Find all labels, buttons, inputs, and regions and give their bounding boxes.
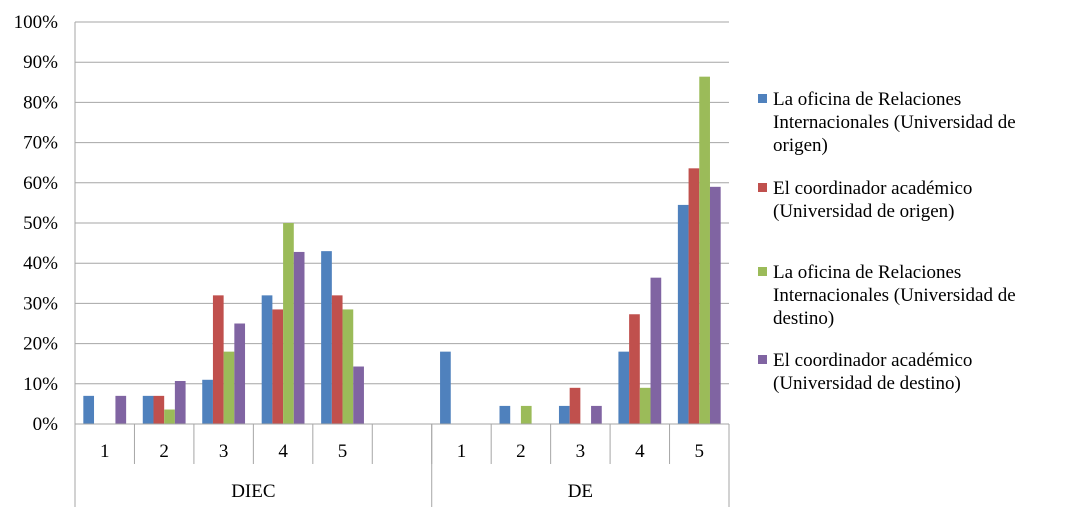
x-tick-label: 1 [100,441,110,462]
bar [650,277,662,424]
bar [569,387,581,424]
x-tick-label: 5 [338,441,348,462]
legend-swatch-2 [758,183,767,192]
x-tick-label: 1 [457,441,467,462]
y-tick-label: 100% [14,12,59,33]
legend-item: La oficina de Relaciones Internacionales… [758,88,1076,157]
bar [677,204,689,424]
x-tick-label: 3 [219,441,229,462]
legend-label: El coordinador académico (Universidad de… [773,178,973,222]
x-tick-label: 2 [516,441,526,462]
bar [283,223,294,424]
y-tick-label: 10% [23,374,58,395]
x-tick-label: 4 [278,441,288,462]
legend-item: El coordinador académico (Universidad de… [758,177,1076,223]
legend-swatch-1 [758,94,767,103]
x-tick-labels: 1 2 3 4 5 1 2 3 4 5 [100,441,704,462]
bar [142,395,154,424]
x-tick-label: 2 [159,441,169,462]
bar [618,351,630,424]
x-tick-label: 4 [635,441,645,462]
y-tick-labels: 0% 10% 20% 30% 40% 50% 60% 70% 80% 90% 100% [14,12,59,435]
bar [174,380,186,424]
bar [212,295,224,424]
bar [688,168,700,424]
y-tick-label: 0% [33,414,59,435]
bar [342,309,354,424]
y-tick-label: 90% [23,52,58,73]
bar [83,395,95,424]
group-label: DE [568,481,593,502]
group-label: DIEC [231,481,275,502]
legend-label: El coordinador académico (Universidad de… [773,350,973,394]
bar [558,405,570,424]
bar [115,395,127,424]
bar [331,295,343,424]
bar [520,405,532,424]
legend-item: El coordinador académico (Universidad de… [758,349,1076,395]
axes [74,22,730,507]
bars [83,76,721,424]
legend-swatch-4 [758,355,767,364]
x-tick-label: 3 [576,441,586,462]
x-tick-label: 5 [695,441,705,462]
bar [499,405,511,424]
legend-label: La oficina de Relaciones Internacionales… [773,262,1016,329]
bar [591,405,602,424]
legend-label: La oficina de Relaciones Internacionales… [773,89,1016,156]
y-tick-label: 50% [23,213,58,234]
legend-swatch-3 [758,267,767,276]
bar [234,323,246,424]
bar [164,409,175,424]
bar [293,251,305,424]
y-tick-label: 40% [23,253,58,274]
bar [223,351,235,424]
bar [153,395,165,424]
bar [639,387,651,424]
bar [321,251,332,424]
y-tick-label: 80% [23,92,58,113]
y-tick-label: 30% [23,293,58,314]
group-labels: DIEC DE [231,481,593,502]
legend-item: La oficina de Relaciones Internacionales… [758,261,1076,330]
y-tick-label: 20% [23,334,58,355]
bar [202,379,213,424]
y-tick-label: 70% [23,133,58,154]
bar [272,309,284,424]
bar [709,186,721,424]
bar [353,366,364,424]
bar [629,314,640,424]
bar [440,351,451,424]
y-tick-label: 60% [23,173,58,194]
bar [699,76,710,424]
bar [261,295,273,424]
